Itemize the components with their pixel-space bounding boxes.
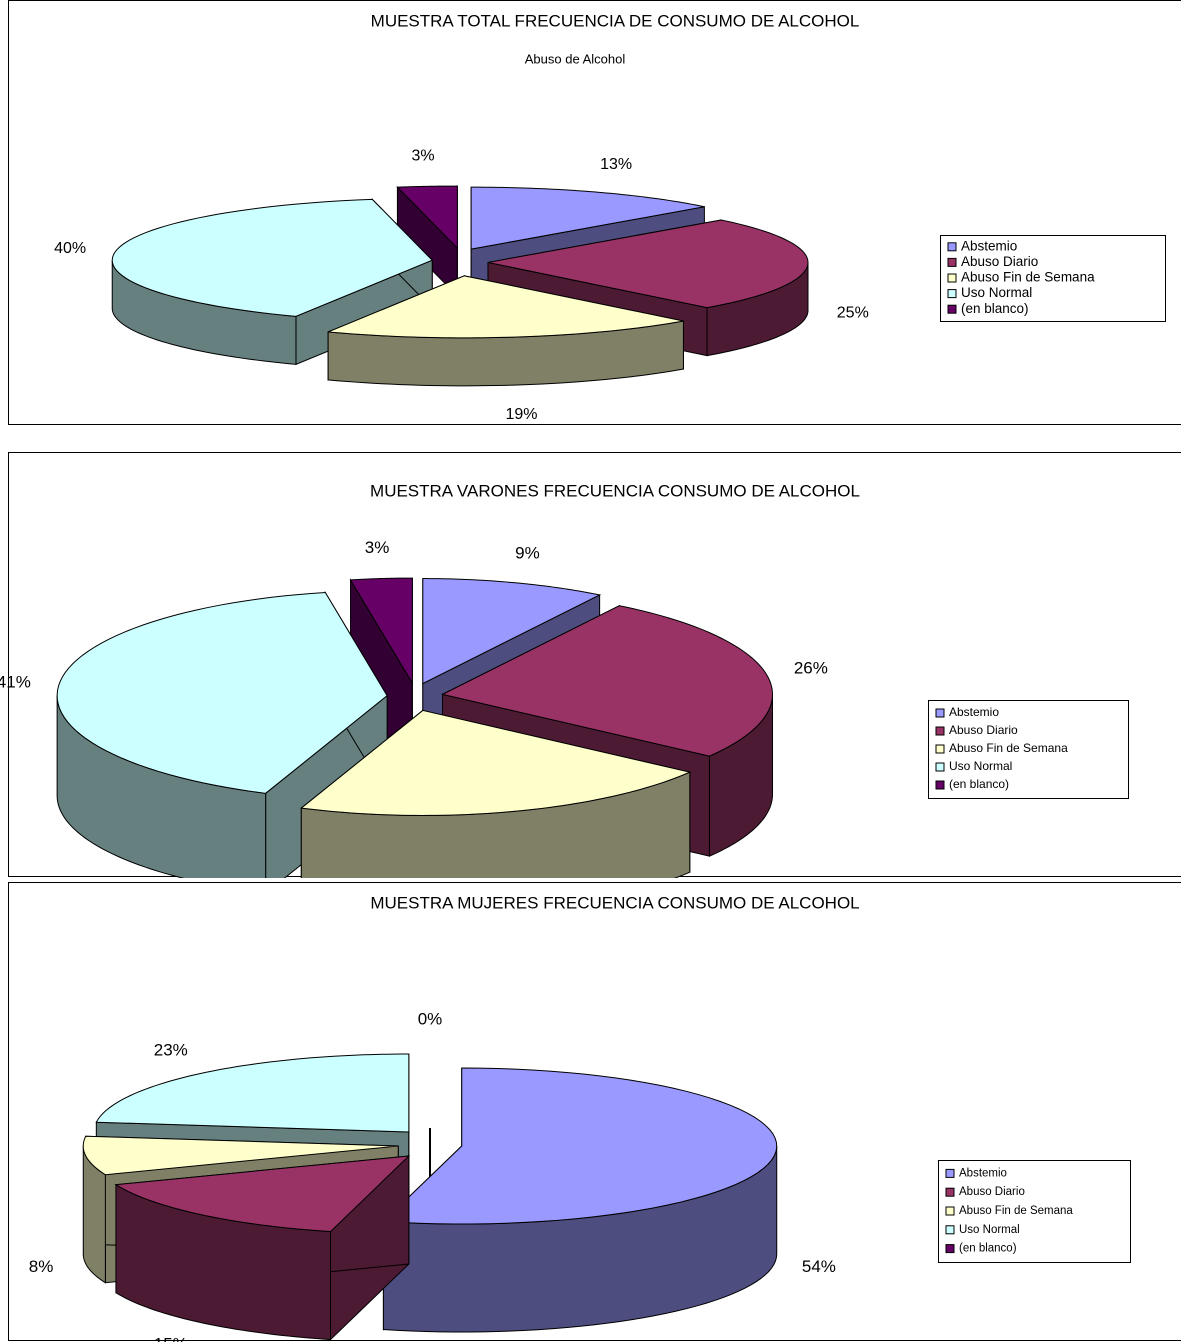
data-label: 26% — [794, 659, 828, 678]
legend-swatch — [947, 289, 957, 299]
legend-label: (en blanco) — [949, 777, 1009, 791]
chart-panel: MUESTRA MUJERES FRECUENCIA CONSUMO DE AL… — [8, 882, 1181, 1342]
panel-border — [8, 0, 1181, 425]
slice — [327, 275, 684, 339]
legend-box — [938, 1160, 1131, 1263]
data-label: 3% — [411, 148, 434, 165]
slice — [396, 185, 458, 250]
legend-swatch — [935, 708, 945, 718]
legend-box — [940, 235, 1166, 322]
chart-panel: MUESTRA TOTAL FRECUENCIA DE CONSUMO DE A… — [8, 0, 1181, 425]
legend-label: Abuso Diario — [959, 1186, 1025, 1198]
legend-label: Abuso Fin de Semana — [961, 270, 1095, 285]
panel-border — [8, 882, 1181, 1341]
chart-panel: MUESTRA VARONES FRECUENCIA CONSUMO DE AL… — [0, 452, 1181, 878]
legend-label: Uso Normal — [961, 285, 1032, 300]
data-label: 8% — [29, 1257, 54, 1276]
legend-label: Abstemio — [949, 705, 999, 719]
data-label: 54% — [802, 1257, 836, 1276]
chart-title: MUESTRA TOTAL FRECUENCIA DE CONSUMO DE A… — [371, 11, 860, 30]
legend-swatch — [947, 257, 957, 267]
slice — [441, 605, 774, 757]
legend-label: Uso Normal — [959, 1224, 1020, 1236]
legend-swatch — [945, 1187, 955, 1197]
legend-box — [928, 700, 1129, 799]
slice — [114, 1155, 411, 1233]
slice — [487, 219, 809, 309]
legend-swatch — [935, 744, 945, 754]
legend-swatch — [935, 726, 945, 736]
slice — [300, 709, 692, 816]
slice — [470, 186, 705, 250]
legend-label: Abuso Fin de Semana — [949, 741, 1068, 755]
chart-subtitle: Abuso de Alcohol — [525, 51, 626, 66]
legend-label: Abuso Fin de Semana — [959, 1205, 1073, 1217]
slice — [95, 1053, 410, 1133]
legend-swatch — [945, 1168, 955, 1178]
legend-label: Abuso Diario — [949, 723, 1018, 737]
data-label: 15% — [154, 1334, 188, 1342]
data-label: 3% — [365, 538, 390, 557]
data-label: 41% — [0, 672, 31, 691]
legend-swatch — [947, 242, 957, 252]
chart-title: MUESTRA MUJERES FRECUENCIA CONSUMO DE AL… — [370, 893, 859, 912]
legend-swatch — [935, 762, 945, 772]
slice — [382, 1067, 778, 1225]
slice — [56, 592, 388, 794]
data-label: 23% — [154, 1040, 188, 1059]
chart-title: MUESTRA VARONES FRECUENCIA CONSUMO DE AL… — [370, 481, 860, 500]
slice — [111, 198, 434, 317]
legend-label: Abstemio — [959, 1167, 1007, 1179]
data-label: 13% — [600, 156, 632, 173]
data-label: 19% — [505, 406, 537, 423]
legend-swatch — [945, 1244, 955, 1254]
data-label: 0% — [418, 1009, 443, 1028]
slice — [349, 577, 413, 685]
legend-label: Abuso Diario — [961, 254, 1038, 269]
legend-swatch — [947, 273, 957, 283]
legend-swatch — [945, 1225, 955, 1235]
legend-label: (en blanco) — [959, 1243, 1017, 1255]
legend-label: (en blanco) — [961, 301, 1029, 316]
legend-swatch — [947, 304, 957, 314]
data-label: 25% — [837, 305, 869, 322]
data-label: 40% — [54, 240, 86, 257]
legend-swatch — [935, 780, 945, 790]
slice — [422, 578, 602, 685]
legend-label: Abstemio — [961, 238, 1017, 253]
legend-label: Uso Normal — [949, 759, 1012, 773]
data-label: 9% — [515, 543, 540, 562]
slice — [82, 1135, 399, 1176]
legend-swatch — [945, 1206, 955, 1216]
